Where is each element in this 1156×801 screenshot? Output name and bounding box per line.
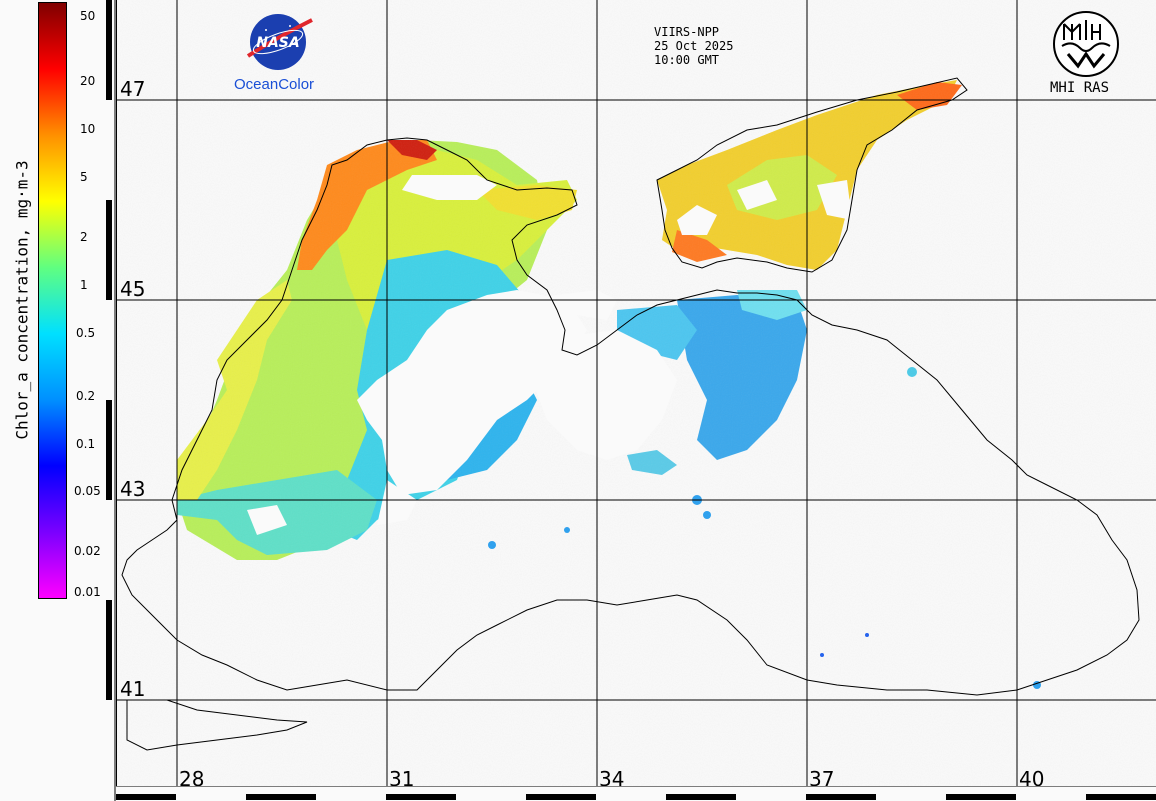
lon-label-40: 40 (1019, 767, 1045, 791)
acquisition-date: 25 Oct 2025 (654, 39, 734, 53)
svg-text:NASA: NASA (256, 35, 299, 51)
colorbar-tick: 0.02 (74, 544, 101, 558)
grid-lines (117, 0, 1156, 786)
colorbar-tick: 50 (80, 9, 96, 23)
colorbar-tick: 1 (80, 278, 88, 292)
colorbar-tick: 2 (80, 230, 88, 244)
latitude-scale-bar (104, 0, 116, 801)
colorbar-tick: 0.5 (76, 326, 96, 340)
lon-label-34: 34 (599, 767, 625, 791)
acquisition-time: 10:00 GMT (654, 53, 720, 67)
colorbar-tick: 0.05 (74, 484, 101, 498)
colorbar-tick: 0.1 (76, 437, 96, 451)
lon-label-37: 37 (809, 767, 835, 791)
lon-label-28: 28 (179, 767, 205, 791)
nasa-caption: OceanColor (234, 76, 315, 93)
map-frame (116, 0, 1156, 786)
coastline (121, 77, 1140, 751)
mhi-caption: MHI RAS (1050, 80, 1110, 96)
lat-label-41: 41 (120, 677, 146, 701)
lon-label-31: 31 (389, 767, 415, 791)
colorbar-tick: 10 (80, 122, 96, 136)
lat-label-47: 47 (120, 77, 146, 101)
lat-label-43: 43 (120, 477, 146, 501)
longitude-scale-bar (116, 786, 1156, 801)
mhi-ras-logo-icon (1053, 11, 1119, 77)
chlorophyll-map (117, 0, 1156, 786)
colorbar-title: Chlor_a concentration, mg·m-3 (12, 160, 32, 440)
colorbar-gradient (38, 2, 67, 599)
nasa-logo-icon: NASA (246, 14, 313, 70)
satellite-info: VIIRS-NPP 25 Oct 2025 10:00 GMT (654, 25, 733, 67)
no-data-mask (247, 175, 852, 535)
colorbar-tick: 0.2 (76, 389, 96, 403)
colorbar-tick: 0.01 (74, 585, 101, 599)
colorbar-tick: 20 (80, 74, 96, 88)
colorbar-tick: 5 (80, 170, 88, 184)
satellite-name: VIIRS-NPP (654, 25, 720, 39)
lat-label-45: 45 (120, 277, 146, 301)
